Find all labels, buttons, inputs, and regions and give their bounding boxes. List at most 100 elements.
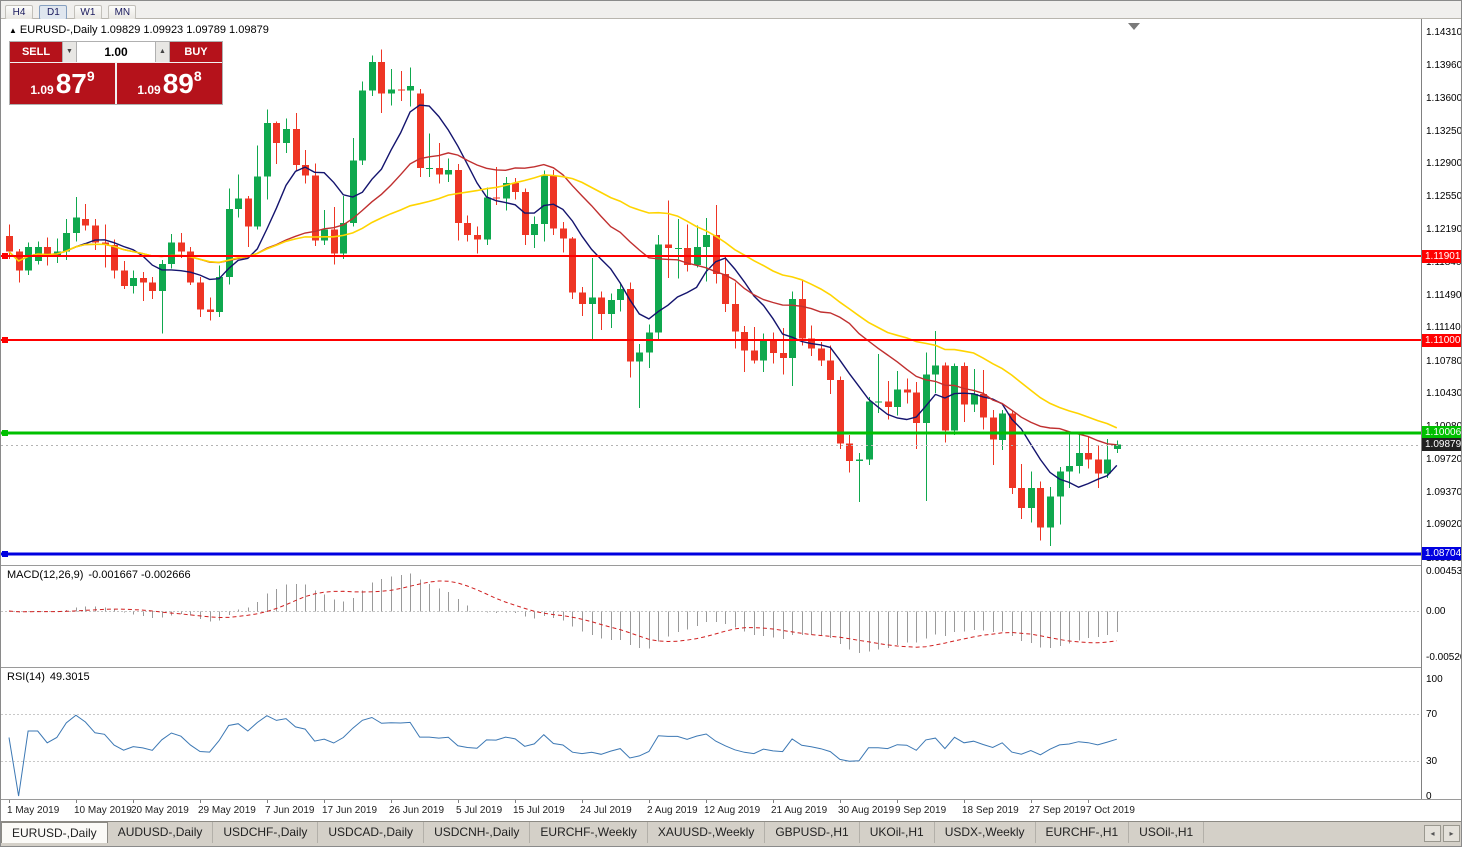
price-axis-label: 1.11490 <box>1426 290 1462 301</box>
time-axis-label: 21 Aug 2019 <box>771 805 828 816</box>
price-axis-label: 1.13250 <box>1426 126 1462 137</box>
price-axis-label: 1.13960 <box>1426 60 1462 71</box>
one-click-trading-panel: SELL ▼ 1.00 ▲ BUY 1.09 87 9 1.09 89 8 <box>9 41 223 105</box>
buy-price-button[interactable]: 1.09 89 8 <box>117 63 222 104</box>
chart-tab-eurchf-weekly[interactable]: EURCHF-,Weekly <box>530 822 648 843</box>
timeframe-button-h4[interactable]: H4 <box>5 5 33 20</box>
price-axis-label: 1.11140 <box>1426 322 1461 333</box>
price-axis-label: 1.12190 <box>1426 224 1462 235</box>
rsi-title: RSI(14) <box>7 671 45 683</box>
macd-canvas[interactable] <box>1 566 1421 667</box>
timeframe-button-mn[interactable]: MN <box>108 5 137 20</box>
buy-button[interactable]: BUY <box>170 42 222 62</box>
time-axis-tick <box>76 800 77 803</box>
time-axis-label: 30 Aug 2019 <box>838 805 895 816</box>
time-axis-tick <box>649 800 650 803</box>
price-axis-label: 1.09020 <box>1426 519 1462 530</box>
volume-input[interactable]: 1.00 <box>77 42 155 62</box>
tab-scroll-right-button[interactable]: ▸ <box>1443 825 1460 842</box>
macd-title: MACD(12,26,9) <box>7 569 84 581</box>
chart-tab-usdcnh-daily[interactable]: USDCNH-,Daily <box>424 822 531 843</box>
volume-decrease-button[interactable]: ▼ <box>62 42 77 62</box>
volume-down-icon: ▼ <box>66 48 73 55</box>
chart-tab-usdx-weekly[interactable]: USDX-,Weekly <box>935 822 1036 843</box>
chart-tab-gbpusd-h1[interactable]: GBPUSD-,H1 <box>765 822 860 843</box>
time-axis-tick <box>1031 800 1032 803</box>
time-axis-label: 24 Jul 2019 <box>580 805 632 816</box>
panel-separator[interactable] <box>1 565 1461 566</box>
time-axis-label: 17 Jun 2019 <box>322 805 378 816</box>
hline-price-tag: 1.08704 <box>1422 547 1461 560</box>
sell-button[interactable]: SELL <box>10 42 62 62</box>
chart-title-text: EURUSD-,Daily 1.09829 1.09923 1.09789 1.… <box>19 24 269 36</box>
price-axis-label: 1.14310 <box>1426 27 1462 38</box>
time-axis-label: 15 Jul 2019 <box>513 805 565 816</box>
time-axis-label: 20 May 2019 <box>131 805 189 816</box>
price-axis-label: 1.09720 <box>1426 454 1462 465</box>
sell-price-prefix: 1.09 <box>30 83 54 97</box>
time-axis-tick <box>1088 800 1089 803</box>
chart-tab-usoil-h1[interactable]: USOil-,H1 <box>1129 822 1205 843</box>
time-axis-tick <box>897 800 898 803</box>
price-axis-label: 1.10430 <box>1426 388 1462 399</box>
rsi-value: 49.3015 <box>49 671 90 683</box>
rsi-label: RSI(14) 49.3015 <box>7 671 95 683</box>
buy-price-prefix: 1.09 <box>137 83 161 97</box>
time-axis-tick <box>324 800 325 803</box>
time-axis-label: 18 Sep 2019 <box>962 805 1019 816</box>
time-axis[interactable]: 1 May 2019 10 May 2019 20 May 2019 29 May 2… <box>1 800 1461 821</box>
time-axis-label: 26 Jun 2019 <box>389 805 445 816</box>
scroll-right-icon: ▸ <box>1449 829 1454 838</box>
sell-price-sup: 9 <box>86 68 95 84</box>
time-axis-label: 7 Jun 2019 <box>265 805 315 816</box>
chart-tab-eurchf-h1[interactable]: EURCHF-,H1 <box>1036 822 1130 843</box>
rsi-canvas[interactable] <box>1 668 1421 799</box>
hline-price-tag: 1.11901 <box>1422 250 1461 263</box>
sell-price-button[interactable]: 1.09 87 9 <box>10 63 115 104</box>
chart-tab-bar: EURUSD-,Daily AUDUSD-,Daily USDCHF-,Daily U… <box>1 821 1461 846</box>
macd-axis-label: 0.00 <box>1426 606 1446 617</box>
time-axis-tick <box>515 800 516 803</box>
time-axis-tick <box>133 800 134 803</box>
collapse-triangle-icon[interactable]: ▲ <box>9 26 17 35</box>
timeframe-button-d1[interactable]: D1 <box>39 5 68 20</box>
time-axis-label: 12 Aug 2019 <box>704 805 761 816</box>
time-axis-tick <box>267 800 268 803</box>
chart-tab-ukoil-h1[interactable]: UKOil-,H1 <box>860 822 935 843</box>
rsi-axis-label: 100 <box>1426 674 1443 685</box>
price-chart-canvas[interactable] <box>1 19 1421 565</box>
chart-tab-xauusd-weekly[interactable]: XAUUSD-,Weekly <box>648 822 766 843</box>
rsi-axis-label: 30 <box>1426 756 1438 767</box>
timeframe-toolbar: H4 D1 W1 MN <box>1 1 1461 20</box>
volume-increase-button[interactable]: ▲ <box>155 42 170 62</box>
chart-tab-usdchf-daily[interactable]: USDCHF-,Daily <box>213 822 319 843</box>
tab-scroll-left-button[interactable]: ◂ <box>1424 825 1441 842</box>
price-axis-label: 1.12550 <box>1426 191 1462 202</box>
time-axis-label: 10 May 2019 <box>74 805 132 816</box>
macd-label: MACD(12,26,9) -0.001667 -0.002666 <box>7 569 196 581</box>
macd-values: -0.001667 -0.002666 <box>88 569 191 581</box>
time-axis-tick <box>582 800 583 803</box>
chart-tab-eurusd-daily[interactable]: EURUSD-,Daily <box>1 822 108 843</box>
panel-separator <box>1 799 1461 800</box>
panel-separator[interactable] <box>1 667 1461 668</box>
current-price-tag: 1.09879 <box>1422 438 1461 451</box>
time-axis-label: 5 Jul 2019 <box>456 805 503 816</box>
time-axis-tick <box>200 800 201 803</box>
time-axis-tick <box>840 800 841 803</box>
price-axis-label: 1.13600 <box>1426 93 1462 104</box>
time-axis-tick <box>9 800 10 803</box>
time-axis-label: 9 Sep 2019 <box>895 805 947 816</box>
sell-price-big: 87 <box>55 68 87 99</box>
rsi-axis-label: 70 <box>1426 709 1438 720</box>
timeframe-button-w1[interactable]: W1 <box>73 5 102 20</box>
time-axis-label: 7 Oct 2019 <box>1086 805 1135 816</box>
price-axis[interactable]: 1.14310 1.13960 1.13600 1.13250 1.12900 1.125… <box>1421 19 1462 802</box>
price-axis-label: 1.12900 <box>1426 158 1462 169</box>
time-axis-tick <box>964 800 965 803</box>
chart-tab-usdcad-daily[interactable]: USDCAD-,Daily <box>318 822 425 843</box>
chart-title: ▲ EURUSD-,Daily 1.09829 1.09923 1.09789 1… <box>9 24 269 36</box>
chart-tab-audusd-daily[interactable]: AUDUSD-,Daily <box>108 822 214 843</box>
hline-price-tag: 1.11000 <box>1422 334 1461 347</box>
